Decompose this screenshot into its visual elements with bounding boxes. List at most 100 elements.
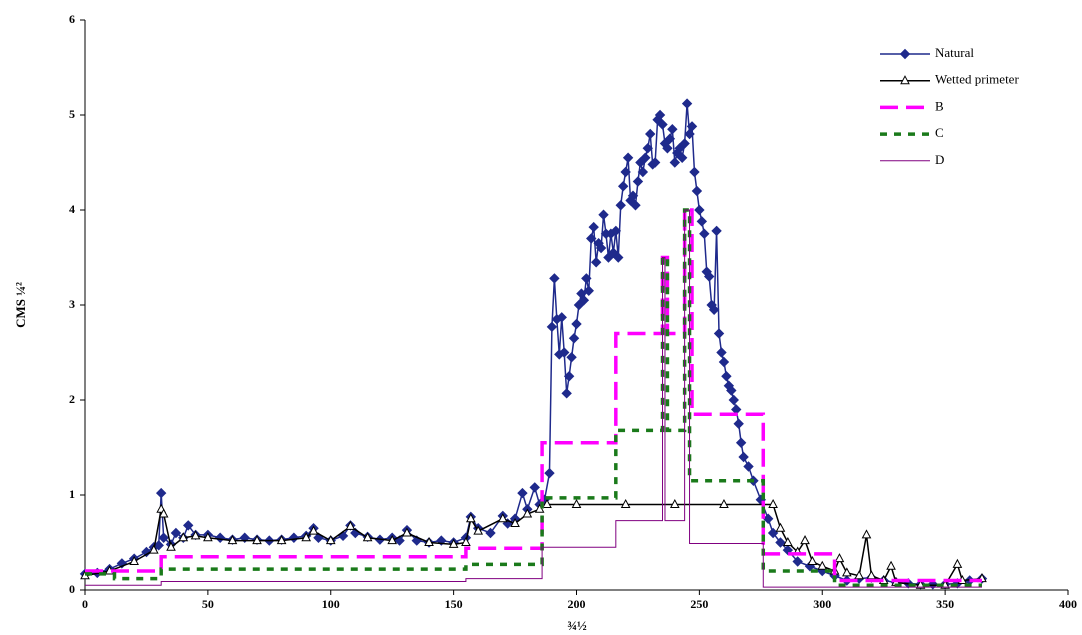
point [854, 570, 864, 580]
point [613, 252, 624, 263]
point [529, 482, 540, 493]
point [713, 328, 725, 339]
point [703, 271, 715, 282]
point [762, 513, 774, 524]
point [718, 356, 730, 368]
point [581, 273, 592, 284]
series-line [85, 209, 982, 588]
point [497, 513, 508, 523]
point [301, 532, 312, 542]
point [485, 527, 496, 539]
point [590, 257, 602, 268]
point [617, 181, 629, 192]
point [768, 498, 778, 508]
point [461, 536, 471, 546]
point [586, 233, 597, 244]
x-tick-label: 300 [813, 597, 831, 611]
point [662, 143, 673, 154]
point [583, 285, 594, 296]
point [556, 312, 567, 323]
legend-label: C [935, 125, 944, 140]
x-tick-label: 400 [1059, 597, 1077, 611]
point [696, 216, 708, 227]
point [183, 520, 194, 531]
point [664, 133, 676, 144]
point [563, 371, 575, 382]
point [517, 487, 528, 499]
point [568, 333, 580, 344]
point [578, 295, 590, 306]
point [522, 508, 533, 518]
x-tick-label: 50 [202, 597, 214, 611]
point [148, 544, 159, 554]
point [649, 157, 661, 168]
legend-label: D [935, 152, 944, 167]
point [448, 538, 459, 548]
point [308, 525, 319, 535]
legend-label: Wetted primeter [935, 72, 1019, 87]
point [721, 371, 732, 382]
point [116, 558, 128, 569]
x-tick-label: 200 [568, 597, 586, 611]
point [800, 535, 810, 545]
point [915, 579, 926, 589]
point [178, 532, 189, 542]
point [632, 176, 644, 187]
point [615, 200, 626, 211]
point [203, 532, 213, 542]
point [566, 352, 577, 363]
series-line [85, 208, 982, 583]
point [817, 560, 828, 570]
point [402, 527, 412, 537]
series-line [85, 208, 982, 587]
point [861, 529, 872, 539]
point [627, 190, 639, 201]
point [227, 535, 238, 545]
point [783, 536, 793, 546]
point [775, 537, 786, 548]
point [743, 461, 754, 472]
point [899, 48, 911, 60]
point [719, 498, 729, 508]
point [694, 204, 705, 216]
point [792, 556, 803, 567]
point [681, 98, 693, 109]
point [689, 166, 700, 178]
legend-label: Natural [935, 45, 974, 60]
point [654, 109, 666, 121]
point [276, 535, 287, 545]
y-tick-label: 4 [69, 202, 75, 216]
point [510, 517, 520, 527]
series-line [84, 103, 983, 586]
point [549, 273, 560, 284]
point [473, 525, 484, 535]
point [716, 347, 727, 358]
x-tick-label: 350 [936, 597, 954, 611]
point [544, 467, 555, 479]
point [900, 75, 910, 85]
point [691, 185, 703, 197]
point [841, 567, 852, 577]
point [561, 388, 572, 399]
y-axis-title: CMS ¼² [13, 282, 28, 328]
point [622, 152, 634, 163]
point [158, 532, 169, 543]
point [834, 553, 845, 563]
point [571, 498, 582, 508]
point [738, 451, 749, 463]
point [620, 166, 631, 178]
point [642, 143, 653, 154]
point [667, 124, 678, 135]
y-tick-label: 3 [69, 297, 75, 311]
y-tick-label: 6 [69, 12, 75, 26]
point [559, 347, 570, 358]
point [598, 209, 609, 220]
y-tick-label: 1 [69, 487, 75, 501]
point [155, 487, 167, 499]
x-tick-label: 0 [82, 597, 88, 611]
y-tick-label: 0 [69, 582, 75, 596]
x-axis-title: ¾½ [567, 618, 587, 633]
point [190, 530, 201, 540]
point [571, 318, 582, 330]
